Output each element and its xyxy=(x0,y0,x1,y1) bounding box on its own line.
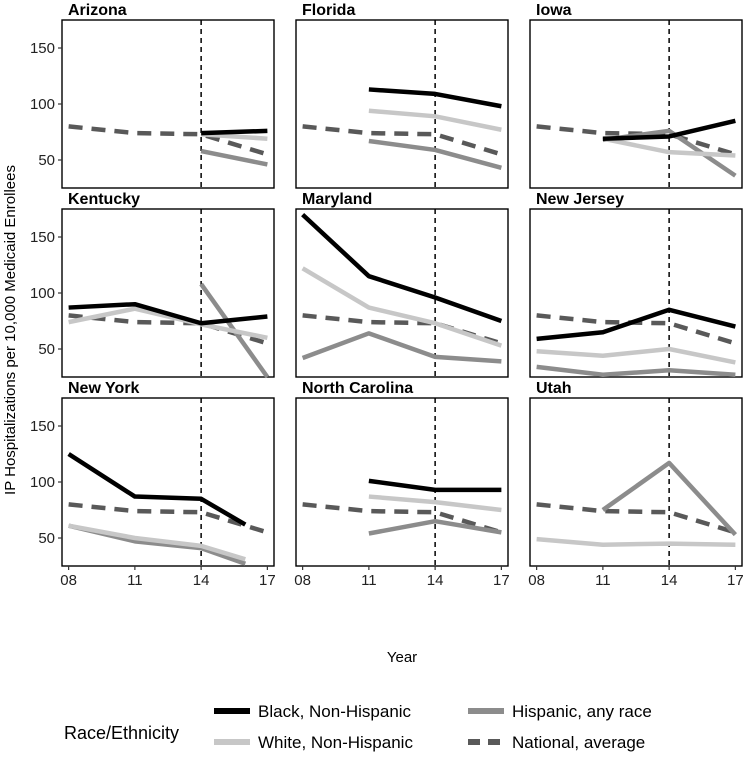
series-white xyxy=(536,346,736,365)
series-national-average xyxy=(68,124,269,157)
series-white xyxy=(602,136,736,158)
x-tick-label: 17 xyxy=(727,572,744,589)
series-black xyxy=(301,212,503,324)
panel-maryland: Maryland xyxy=(295,191,509,378)
series-white xyxy=(368,494,502,513)
legend-label-white: White, Non-Hispanic xyxy=(258,733,413,752)
legend-title: Race/Ethnicity xyxy=(64,723,179,743)
series-national-average xyxy=(536,502,737,535)
series-black xyxy=(67,452,247,527)
series-national-average xyxy=(536,124,737,157)
panel-grid: Arizona 50 100 150 Florida Iowa Kentucky 50 100 1… xyxy=(30,2,744,589)
legend-item-white: White, Non-Hispanic xyxy=(214,733,413,752)
panel-border xyxy=(295,208,509,378)
series-national-average xyxy=(302,313,503,346)
legend-label-black: Black, Non-Hispanic xyxy=(258,702,412,721)
y-tick-label: 150 xyxy=(30,40,55,57)
x-tick-label: 11 xyxy=(361,572,377,589)
panel-utah: Utah 08 11 14 17 xyxy=(528,380,743,589)
x-tick-label: 08 xyxy=(60,572,77,589)
panel-north-carolina: North Carolina 08 11 14 17 xyxy=(294,380,509,589)
panel-border xyxy=(295,397,509,567)
series-hispanic xyxy=(301,331,502,364)
y-tick-label: 100 xyxy=(30,285,55,302)
y-tick-label: 150 xyxy=(30,229,55,246)
panel-title: North Carolina xyxy=(302,380,413,397)
panel-arizona: Arizona 50 100 150 xyxy=(30,2,275,189)
series-hispanic xyxy=(368,518,502,536)
series-black xyxy=(602,118,736,141)
panel-iowa: Iowa xyxy=(529,2,743,189)
series-white xyxy=(68,306,268,341)
series-national-average xyxy=(302,124,503,157)
panel-kentucky: Kentucky 50 100 150 xyxy=(30,191,275,379)
series-white xyxy=(301,266,503,348)
x-tick-label: 08 xyxy=(294,572,311,589)
legend-item-black: Black, Non-Hispanic xyxy=(214,702,412,721)
panel-title: Arizona xyxy=(68,2,127,19)
y-tick-label: 150 xyxy=(30,418,55,435)
series-black xyxy=(536,307,736,342)
series-hispanic xyxy=(536,364,736,378)
y-tick-label: 100 xyxy=(30,96,55,113)
y-tick-label: 50 xyxy=(38,341,55,358)
panel-border xyxy=(61,208,275,378)
y-axis-label: IP Hospitalizations per 10,000 Medicaid … xyxy=(2,165,19,495)
panel-border xyxy=(61,19,275,189)
x-tick-label: 08 xyxy=(528,572,545,589)
series-white xyxy=(368,108,502,132)
legend-label-hispanic: Hispanic, any race xyxy=(512,702,652,721)
y-tick-label: 50 xyxy=(38,152,55,169)
series-black xyxy=(201,128,268,136)
panel-florida: Florida xyxy=(295,2,509,189)
series-hispanic xyxy=(368,138,502,171)
series-hispanic xyxy=(200,148,268,167)
series-black xyxy=(68,301,268,326)
x-tick-label: 17 xyxy=(493,572,510,589)
series-hispanic xyxy=(601,460,738,537)
legend-label-national: National, average xyxy=(512,733,645,752)
x-tick-label: 14 xyxy=(661,572,678,589)
y-tick-label: 50 xyxy=(38,530,55,547)
legend-item-hispanic: Hispanic, any race xyxy=(468,702,652,721)
panel-title: Florida xyxy=(302,2,355,19)
panel-title: Iowa xyxy=(536,2,572,19)
legend-item-national: National, average xyxy=(468,733,645,752)
x-tick-label: 11 xyxy=(595,572,611,589)
panel-title: Utah xyxy=(536,380,572,397)
series-black xyxy=(368,478,502,493)
y-tick-label: 100 xyxy=(30,474,55,491)
panel-title: New Jersey xyxy=(536,191,624,208)
series-national-average xyxy=(68,502,269,535)
panel-border xyxy=(295,19,509,189)
x-axis-label: Year xyxy=(387,649,417,666)
panel-new-york: New York 50 100 150 08 11 14 17 xyxy=(30,380,276,589)
panel-border xyxy=(529,208,743,378)
series-white xyxy=(68,523,246,562)
x-tick-label: 14 xyxy=(427,572,444,589)
series-national-average xyxy=(302,502,503,535)
panel-new-jersey: New Jersey xyxy=(529,191,743,378)
series-black xyxy=(368,87,502,109)
panel-title: Maryland xyxy=(302,191,372,208)
panel-border xyxy=(529,397,743,567)
panel-title: Kentucky xyxy=(68,191,140,208)
x-tick-label: 17 xyxy=(259,572,276,589)
legend: Race/Ethnicity Black, Non-Hispanic Hispan… xyxy=(64,702,652,752)
series-white xyxy=(536,536,736,547)
panel-border xyxy=(529,19,743,189)
x-tick-label: 14 xyxy=(193,572,210,589)
panel-title: New York xyxy=(68,380,140,397)
x-tick-label: 11 xyxy=(127,572,143,589)
